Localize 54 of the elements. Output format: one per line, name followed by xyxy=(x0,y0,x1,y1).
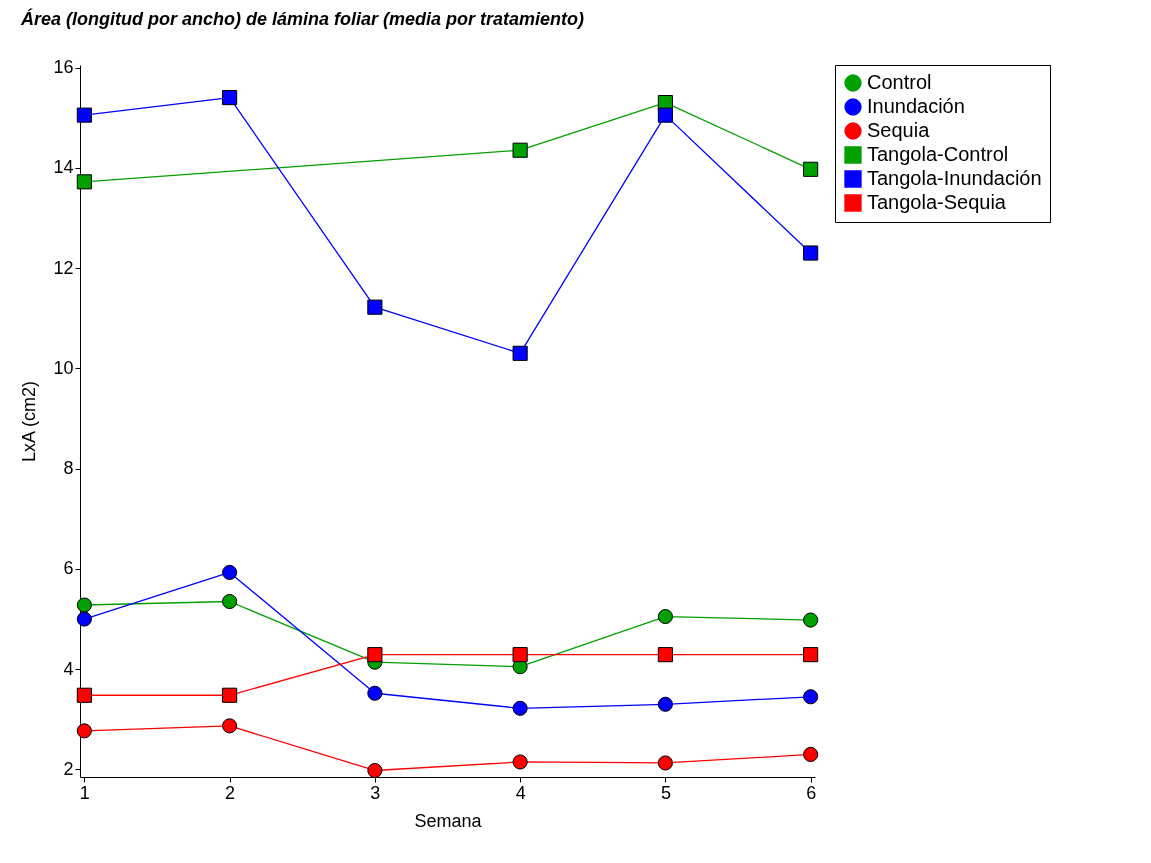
x-axis-title: Semana xyxy=(414,810,483,831)
x-tick-label: 3 xyxy=(370,782,381,803)
y-tick-label: 12 xyxy=(53,257,74,278)
point xyxy=(222,593,238,610)
point xyxy=(512,647,528,663)
point xyxy=(222,718,238,734)
point xyxy=(803,245,819,261)
point xyxy=(657,107,673,123)
point xyxy=(222,687,238,703)
y-tick-label: 4 xyxy=(63,658,74,679)
point xyxy=(803,746,819,762)
point xyxy=(222,90,238,106)
legend-label: Tangola-Inundación xyxy=(867,167,1042,189)
x-tick-label: 6 xyxy=(806,782,817,803)
point xyxy=(512,345,528,361)
y-tick-label: 8 xyxy=(63,458,74,479)
point xyxy=(367,685,383,701)
point xyxy=(657,608,673,625)
y-tick-label: 2 xyxy=(63,758,74,779)
x-tick-label: 1 xyxy=(79,782,90,803)
y-tick-label: 10 xyxy=(53,357,74,378)
point xyxy=(76,174,92,190)
x-tick-label: 5 xyxy=(660,782,671,803)
legend-label: Control xyxy=(867,71,932,93)
point xyxy=(76,723,92,739)
point xyxy=(367,647,383,663)
point xyxy=(367,762,383,779)
chart-title: Área (longitud por ancho) de lámina foliar (media por tratamiento) xyxy=(19,7,585,29)
point xyxy=(512,700,528,716)
legend-label: Sequia xyxy=(867,119,931,141)
point xyxy=(657,647,673,663)
point xyxy=(76,107,92,123)
point xyxy=(803,689,819,705)
y-axis-title: LxA (cm2) xyxy=(19,380,40,463)
y-tick-label: 16 xyxy=(53,57,74,78)
point xyxy=(76,611,92,627)
x-tick-label: 4 xyxy=(515,782,526,803)
point xyxy=(367,299,383,315)
point xyxy=(76,597,92,613)
point xyxy=(803,612,819,628)
legend-label: Tangola-Control xyxy=(867,143,1009,165)
legend-label: Inundación xyxy=(867,95,965,117)
legend-label: Tangola-Sequia xyxy=(867,191,1007,213)
point xyxy=(803,647,819,663)
point xyxy=(657,696,673,712)
point xyxy=(512,142,528,158)
y-tick-label: 6 xyxy=(63,558,74,579)
point xyxy=(222,564,238,580)
y-tick-label: 14 xyxy=(53,157,74,178)
x-tick-label: 2 xyxy=(225,782,236,803)
point xyxy=(76,687,92,703)
point xyxy=(657,755,673,771)
point xyxy=(803,161,819,177)
point xyxy=(512,754,528,770)
